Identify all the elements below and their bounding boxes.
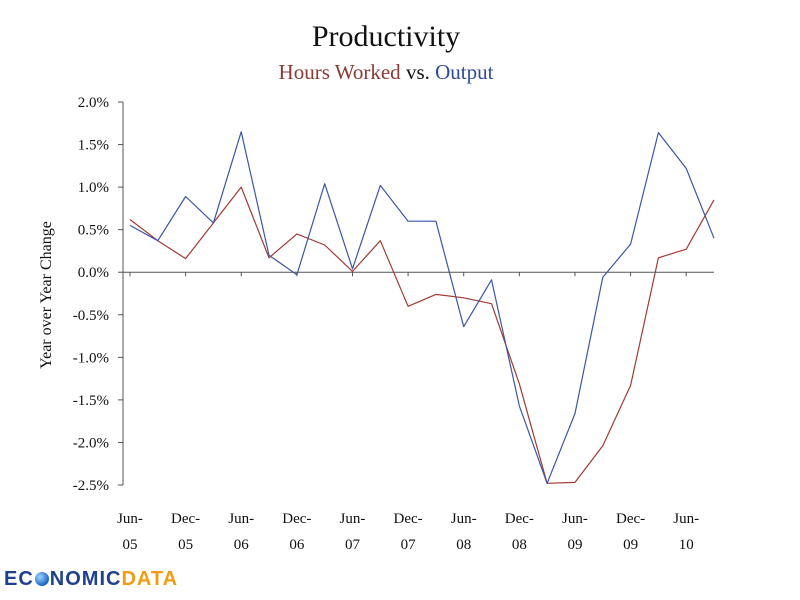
x-tick-label-year: 06 (234, 537, 250, 553)
logo-text-data: DATA (121, 568, 179, 590)
x-tick-label-year: 05 (178, 537, 193, 553)
x-tick-labels: Jun- 05 Dec- 05 Jun- 06 Dec- 06 Jun- 07 Dec- 07 Jun-… (117, 511, 699, 553)
x-tick-label-year: 10 (679, 537, 694, 553)
x-tick-label-month: Dec- (394, 511, 423, 527)
x-tick-label-year: 07 (345, 537, 361, 553)
x-tick-label-month: Jun- (451, 511, 477, 527)
chart-subtitle: Hours Worked vs. Output (0, 60, 772, 85)
hours-worked-line (129, 186, 715, 484)
y-axis-label: Year over Year Change (38, 221, 55, 369)
output-line (129, 131, 715, 484)
x-tick-label-month: Jun- (562, 511, 588, 527)
y-tick-label: -2.0% (73, 435, 109, 451)
x-tick-label-month: Jun- (340, 511, 366, 527)
subtitle-vs: vs. (405, 60, 430, 84)
globe-icon (34, 572, 49, 586)
y-tick-labels: 2.0% 1.5% 1.0% 0.5% 0.0% -0.5% -1.0% -1.5% -2.0%… (73, 95, 109, 494)
economicdata-logo: EC NOMICDATA (4, 568, 178, 591)
x-tick-label-year: 09 (623, 537, 638, 553)
x-tick-label-month: Jun- (673, 511, 699, 527)
x-tick-label-year: 09 (567, 537, 582, 553)
x-tick-label-month: Jun- (228, 511, 254, 527)
series-lines (129, 131, 715, 484)
x-tick-label-year: 05 (123, 537, 138, 553)
y-tick-label: 1.0% (78, 180, 109, 196)
x-tick-label-year: 08 (512, 537, 527, 553)
y-tick-label: -0.5% (73, 308, 109, 324)
x-tick-label-month: Dec- (171, 511, 200, 527)
x-tick-label-month: Dec- (282, 511, 311, 527)
y-tick-label: 0.5% (78, 223, 109, 239)
x-tick-label-year: 06 (289, 537, 305, 553)
y-tick-label: 2.0% (78, 95, 109, 111)
subtitle-output: Output (435, 60, 494, 84)
x-tick-label-month: Jun- (117, 511, 143, 527)
logo-text-nomic: NOMIC (49, 568, 122, 590)
logo-text-ec: EC (4, 568, 34, 590)
y-tick-label: 0.0% (78, 265, 109, 281)
y-tick-label: 1.5% (78, 138, 109, 154)
x-tick-label-year: 08 (456, 537, 471, 553)
y-tick-label: -1.5% (73, 393, 109, 409)
x-tick-label-month: Dec- (505, 511, 534, 527)
y-tick-label: -2.5% (73, 478, 109, 494)
x-tick-label-year: 07 (401, 537, 417, 553)
chart-title: Productivity (311, 20, 461, 53)
y-tick-label: -1.0% (73, 350, 109, 366)
subtitle-hours-worked: Hours Worked (278, 60, 401, 84)
chart-axes (118, 101, 714, 486)
x-tick-label-month: Dec- (616, 511, 645, 527)
